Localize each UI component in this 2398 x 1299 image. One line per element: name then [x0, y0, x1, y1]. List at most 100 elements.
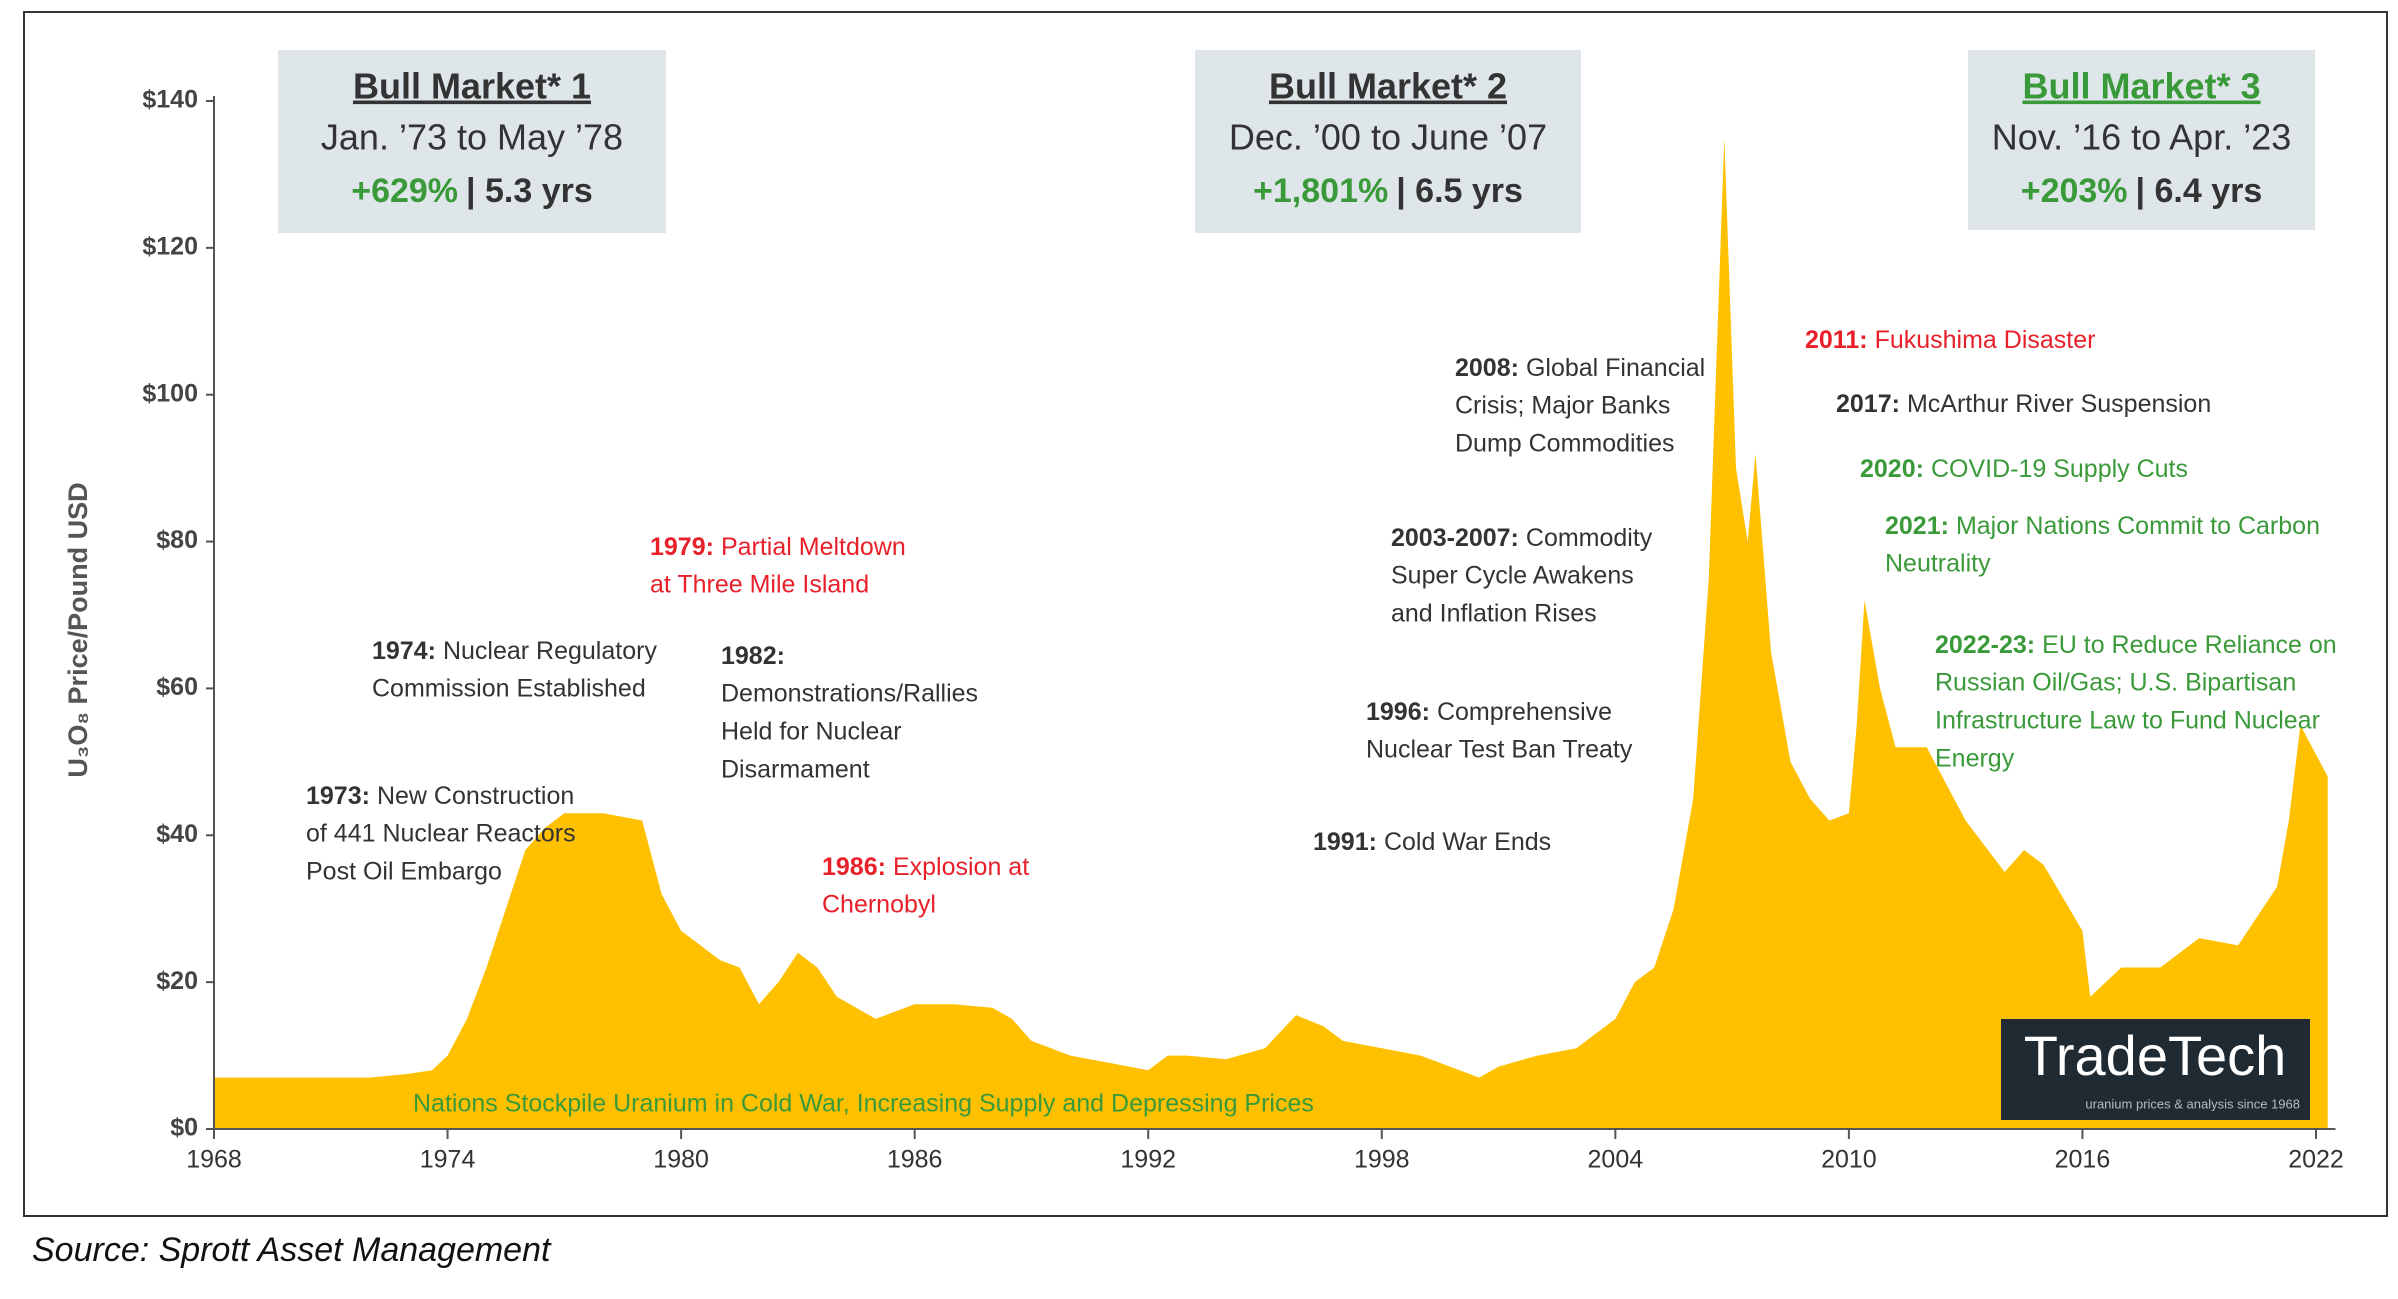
annotation-text: Super Cycle Awakens — [1391, 562, 1634, 590]
annotation: 2020: COVID-19 Supply Cuts — [1860, 455, 2188, 483]
annotation-text: EU to Reduce Reliance on — [2042, 631, 2337, 659]
bull-box — [1195, 50, 1581, 233]
annotation-text: Nuclear Test Ban Treaty — [1366, 736, 1633, 764]
bull-duration: | 5.3 yrs — [466, 172, 593, 210]
x-tick-label: 1998 — [1354, 1146, 1410, 1174]
y-tick-label: $140 — [142, 86, 198, 114]
annotation-text: Neutrality — [1885, 550, 1991, 578]
annotation-lead: 1986: — [822, 853, 886, 881]
bull-title: Bull Market* 1 — [353, 66, 591, 107]
annotation: 2017: McArthur River Suspension — [1836, 390, 2211, 418]
bull-box — [1968, 50, 2315, 230]
annotation-text: Comprehensive — [1437, 698, 1612, 726]
annotation-text: Cold War Ends — [1384, 828, 1551, 856]
source: Source: Sprott Asset Management — [32, 1231, 552, 1269]
y-tick-label: $20 — [156, 967, 198, 995]
logo: TradeTech — [2024, 1024, 2287, 1087]
annotation-text: Partial Meltdown — [721, 533, 906, 561]
annotation-text: McArthur River Suspension — [1907, 390, 2211, 418]
annotation-lead: 1982: — [721, 642, 785, 670]
annotation-text: Infrastructure Law to Fund Nuclear — [1935, 707, 2320, 735]
baseline-note: Nations Stockpile Uranium in Cold War, I… — [413, 1090, 1314, 1118]
frame — [23, 11, 2388, 1217]
annotation: 2011: Fukushima Disaster — [1805, 326, 2095, 354]
y-axis-label: U₃O₈ Price/Pound USD — [63, 482, 93, 777]
logo-box — [2001, 1019, 2310, 1120]
annotation-lead: 2022-23: — [1935, 631, 2035, 659]
annotation-lead: 2021: — [1885, 512, 1949, 540]
annotation-text: Nuclear Regulatory — [443, 637, 657, 665]
annotation-text: Commission Established — [372, 675, 646, 703]
annotation-text: Explosion at — [893, 853, 1029, 881]
annotation-text: Energy — [1935, 745, 2015, 773]
bull-gain: +203% — [2021, 172, 2128, 210]
annotation: 1979: Partial Meltdown — [650, 533, 906, 561]
annotation: 1991: Cold War Ends — [1313, 828, 1551, 856]
bull-result: +203% | 6.4 yrs — [2021, 172, 2263, 210]
y-tick-label: $100 — [142, 379, 198, 407]
x-tick-label: 2022 — [2288, 1146, 2344, 1174]
bull-gain: +1,801% — [1253, 172, 1388, 210]
annotation-lead: 1974: — [372, 637, 436, 665]
bull-box — [278, 50, 666, 233]
annotation-text: Chernobyl — [822, 891, 936, 919]
bull-duration: | 6.5 yrs — [1396, 172, 1523, 210]
annotation-text: Crisis; Major Banks — [1455, 392, 1670, 420]
annotation: 2003-2007: Commodity — [1391, 524, 1653, 552]
bull-dates: Dec. ’00 to June ’07 — [1229, 117, 1547, 158]
bull-result: +629% | 5.3 yrs — [351, 172, 593, 210]
annotation-lead: 2008: — [1455, 354, 1519, 382]
annotation: 2008: Global Financial — [1455, 354, 1705, 382]
y-tick-label: $60 — [156, 673, 198, 701]
y-tick-label: $0 — [170, 1114, 198, 1142]
x-tick-label: 1992 — [1120, 1146, 1176, 1174]
x-tick-label: 2004 — [1588, 1146, 1644, 1174]
bull-result: +1,801% | 6.5 yrs — [1253, 172, 1523, 210]
annotation-text: New Construction — [377, 782, 574, 810]
x-tick-label: 1968 — [186, 1146, 242, 1174]
annotation-text: Demonstrations/Rallies — [721, 680, 978, 708]
annotation-text: COVID-19 Supply Cuts — [1931, 455, 2188, 483]
x-tick-label: 1974 — [420, 1146, 476, 1174]
annotation: 1982: — [721, 642, 785, 670]
annotation: 1974: Nuclear Regulatory — [372, 637, 657, 665]
y-tick-label: $40 — [156, 820, 198, 848]
annotation-text: Commodity — [1526, 524, 1653, 552]
x-tick-label: 2016 — [2055, 1146, 2111, 1174]
area — [214, 137, 2328, 1129]
annotation-text: Major Nations Commit to Carbon — [1956, 512, 2320, 540]
annotation-text: Russian Oil/Gas; U.S. Bipartisan — [1935, 669, 2296, 697]
annotation-text: Fukushima Disaster — [1875, 326, 2096, 354]
annotation-text: of 441 Nuclear Reactors — [306, 820, 576, 848]
bull-gain: +629% — [351, 172, 458, 210]
bull-title: Bull Market* 3 — [2022, 66, 2260, 107]
annotation-text: Disarmament — [721, 756, 870, 784]
bull-dates: Jan. ’73 to May ’78 — [321, 117, 623, 158]
x-tick-label: 1980 — [653, 1146, 709, 1174]
annotation-lead: 2017: — [1836, 390, 1900, 418]
annotation-lead: 2011: — [1805, 326, 1868, 354]
annotation-lead: 1996: — [1366, 698, 1430, 726]
annotation: 1973: New Construction — [306, 782, 574, 810]
bull-dates: Nov. ’16 to Apr. ’23 — [1992, 117, 2292, 158]
annotation-text: Dump Commodities — [1455, 430, 1675, 458]
annotation: 1986: Explosion at — [822, 853, 1029, 881]
annotation-text: Post Oil Embargo — [306, 858, 502, 886]
annotation: 2022-23: EU to Reduce Reliance on — [1935, 631, 2337, 659]
annotation: 2021: Major Nations Commit to Carbon — [1885, 512, 2320, 540]
bull-duration: | 6.4 yrs — [2136, 172, 2263, 210]
x-tick-label: 1986 — [887, 1146, 943, 1174]
annotation-lead: 1991: — [1313, 828, 1377, 856]
annotation-text: at Three Mile Island — [650, 571, 869, 599]
y-tick-label: $120 — [142, 232, 198, 260]
logo-tagline: uranium prices & analysis since 1968 — [2085, 1096, 2300, 1111]
annotation-text: Held for Nuclear — [721, 718, 902, 746]
annotation-lead: 1973: — [306, 782, 370, 810]
bull-title: Bull Market* 2 — [1269, 66, 1507, 107]
annotation: 1996: Comprehensive — [1366, 698, 1612, 726]
y-tick-label: $80 — [156, 526, 198, 554]
annotation-lead: 1979: — [650, 533, 714, 561]
annotation-text: Global Financial — [1526, 354, 1705, 382]
